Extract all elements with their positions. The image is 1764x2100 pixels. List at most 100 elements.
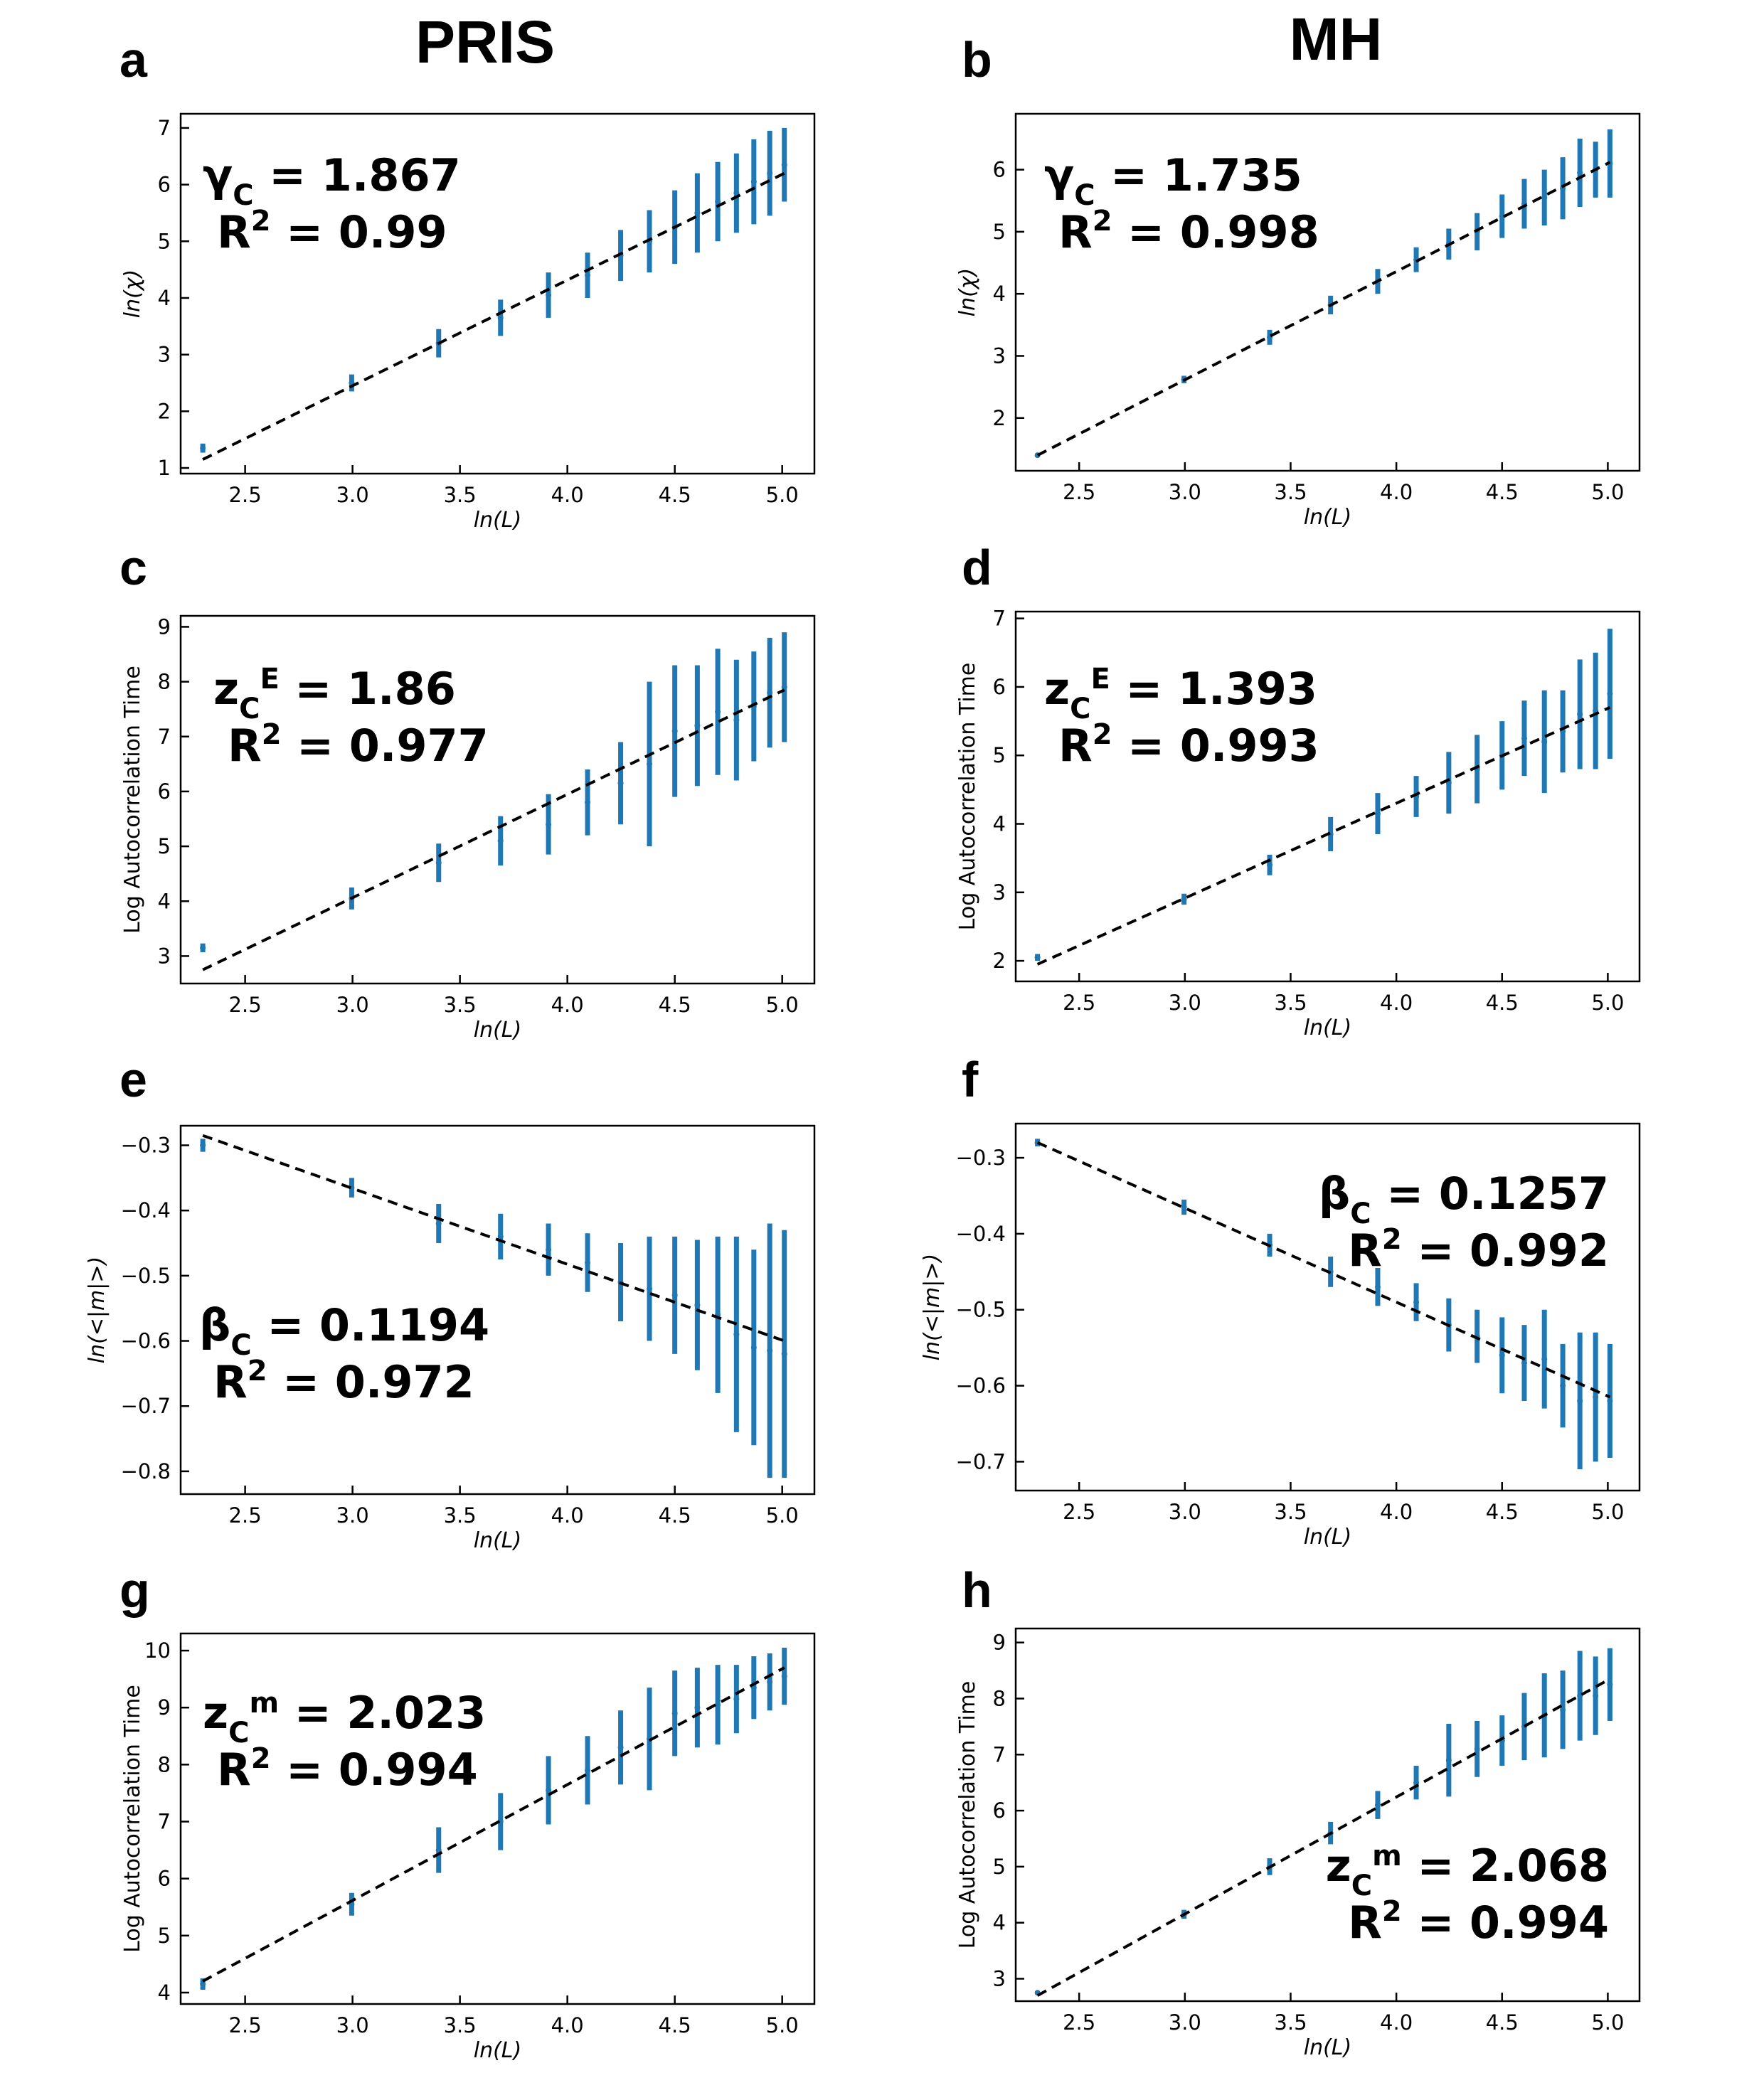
y-tick-label: 7 — [158, 116, 171, 140]
data-point — [1560, 1707, 1566, 1713]
plot-frame — [1014, 112, 1641, 472]
data-point — [1541, 1356, 1548, 1363]
y-tick-label: 9 — [158, 1695, 171, 1720]
data-point — [647, 761, 653, 767]
data-point — [1181, 1204, 1187, 1210]
y-tick-label: 5 — [993, 220, 1006, 244]
data-point — [546, 1247, 552, 1253]
x-tick-label: 3.5 — [1274, 2010, 1307, 2035]
x-tick-label: 4.5 — [1486, 2010, 1519, 2035]
x-tick-label: 5.0 — [1591, 991, 1624, 1015]
data-point — [781, 161, 787, 168]
panel-letter-b: b — [962, 32, 992, 87]
x-tick-label: 4.5 — [1486, 991, 1519, 1015]
y-tick-label: −0.8 — [121, 1459, 171, 1483]
y-tick-label: 9 — [158, 614, 171, 639]
data-point — [1374, 1284, 1381, 1290]
y-tick-label: 10 — [144, 1638, 171, 1663]
data-point — [585, 1767, 591, 1774]
y-tick-label: −0.7 — [121, 1394, 171, 1418]
panel-d: d 2.5 3.0 3.5 4.0 4.5 5.0 2 3 4 5 6 7 ln(L) Log Autoco… — [955, 540, 1641, 1040]
x-tick-label: 3.5 — [444, 2013, 477, 2037]
y-tick-label: 4 — [993, 282, 1006, 306]
x-axis-label: ln(L) — [474, 1528, 521, 1553]
y-tick-label: 2 — [158, 399, 171, 423]
data-point — [1593, 1693, 1599, 1699]
y-tick-label: 4 — [993, 1911, 1006, 1935]
data-point — [1499, 213, 1505, 220]
panel-c: c 2.5 3.0 3.5 4.0 4.5 5.0 3 4 5 6 7 8 9 ln(L) Log Autoc… — [119, 540, 816, 1043]
data-point — [750, 1344, 757, 1350]
y-tick-label: 7 — [993, 1742, 1006, 1766]
annotation-line-1: zCE = 1.393 — [1044, 663, 1317, 725]
y-tick-label: 6 — [158, 173, 171, 197]
y-tick-label: 5 — [993, 1855, 1006, 1879]
annotation-line-1: zCm = 2.068 — [1326, 1840, 1609, 1902]
y-tick-label: 4 — [158, 286, 171, 310]
fit-line — [1036, 161, 1611, 457]
x-tick-label: 3.5 — [444, 483, 477, 507]
data-point — [750, 178, 757, 185]
data-point — [767, 1679, 773, 1685]
y-tick-label: −0.7 — [956, 1449, 1006, 1473]
panel-h: h 2.5 3.0 3.5 4.0 4.5 5.0 3 4 5 6 7 8 9 ln(L) Log Autoc… — [955, 1562, 1641, 2060]
data-point — [1577, 711, 1583, 718]
x-tick-label: 3.0 — [1169, 991, 1201, 1015]
data-point — [671, 1710, 678, 1717]
column-title-mh: MH — [1290, 6, 1383, 73]
data-point — [546, 1787, 552, 1793]
data-point — [733, 1331, 740, 1338]
y-tick-label: −0.5 — [121, 1264, 171, 1288]
data-point — [1607, 1681, 1613, 1688]
x-tick-label: 5.0 — [1591, 1500, 1624, 1524]
x-tick-label: 5.0 — [766, 1503, 799, 1528]
data-point — [497, 314, 504, 321]
data-point — [1413, 1299, 1420, 1306]
data-point — [585, 272, 591, 279]
x-tick-label: 3.0 — [1169, 1500, 1201, 1524]
data-point — [1577, 1397, 1583, 1404]
y-axis-label: Log Autocorrelation Time — [955, 663, 980, 931]
x-tick-label: 4.0 — [551, 2013, 584, 2037]
x-tick-label: 3.5 — [1274, 1500, 1307, 1524]
y-tick-label: 4 — [993, 812, 1006, 836]
data-point — [1593, 1394, 1599, 1400]
fit-line — [1036, 1678, 1611, 1997]
plot-frame — [179, 112, 816, 475]
y-tick-label: 3 — [993, 880, 1006, 905]
data-point — [715, 709, 721, 715]
data-point — [715, 198, 721, 205]
data-point — [617, 1744, 624, 1751]
y-axis-label: ln(<|m|>) — [920, 1254, 945, 1360]
y-tick-label: −0.3 — [121, 1134, 171, 1158]
x-tick-label: 4.0 — [551, 993, 584, 1017]
y-tick-label: 2 — [993, 949, 1006, 973]
data-point — [781, 1673, 787, 1680]
data-point — [1541, 738, 1548, 745]
x-axis-label: ln(L) — [1304, 1016, 1351, 1040]
y-axis-label: Log Autocorrelation Time — [955, 1681, 980, 1949]
y-tick-label: −0.4 — [956, 1222, 1006, 1246]
plot-frame — [1014, 610, 1641, 983]
panel-letter-d: d — [962, 540, 992, 595]
y-tick-label: 4 — [158, 1981, 171, 2005]
plot-frame — [179, 614, 816, 985]
y-tick-label: 5 — [158, 1924, 171, 1948]
y-tick-label: 6 — [158, 1867, 171, 1891]
y-tick-label: −0.6 — [956, 1374, 1006, 1398]
data-point — [497, 838, 504, 844]
x-axis-label: ln(L) — [1304, 505, 1351, 530]
data-point — [435, 860, 442, 866]
y-tick-label: 5 — [158, 834, 171, 858]
annotation-line-1: βC = 0.1257 — [1319, 1168, 1609, 1230]
panel-letter-h: h — [962, 1562, 992, 1618]
y-tick-label: 6 — [158, 779, 171, 804]
panel-letter-e: e — [119, 1052, 147, 1107]
annotation-line-2: R2 = 0.99 — [217, 205, 447, 258]
data-point — [1374, 811, 1381, 817]
data-point — [435, 1847, 442, 1853]
data-point — [1374, 1802, 1381, 1808]
y-tick-label: 7 — [993, 607, 1006, 631]
data-point — [781, 684, 787, 691]
fit-line — [1036, 1141, 1611, 1399]
